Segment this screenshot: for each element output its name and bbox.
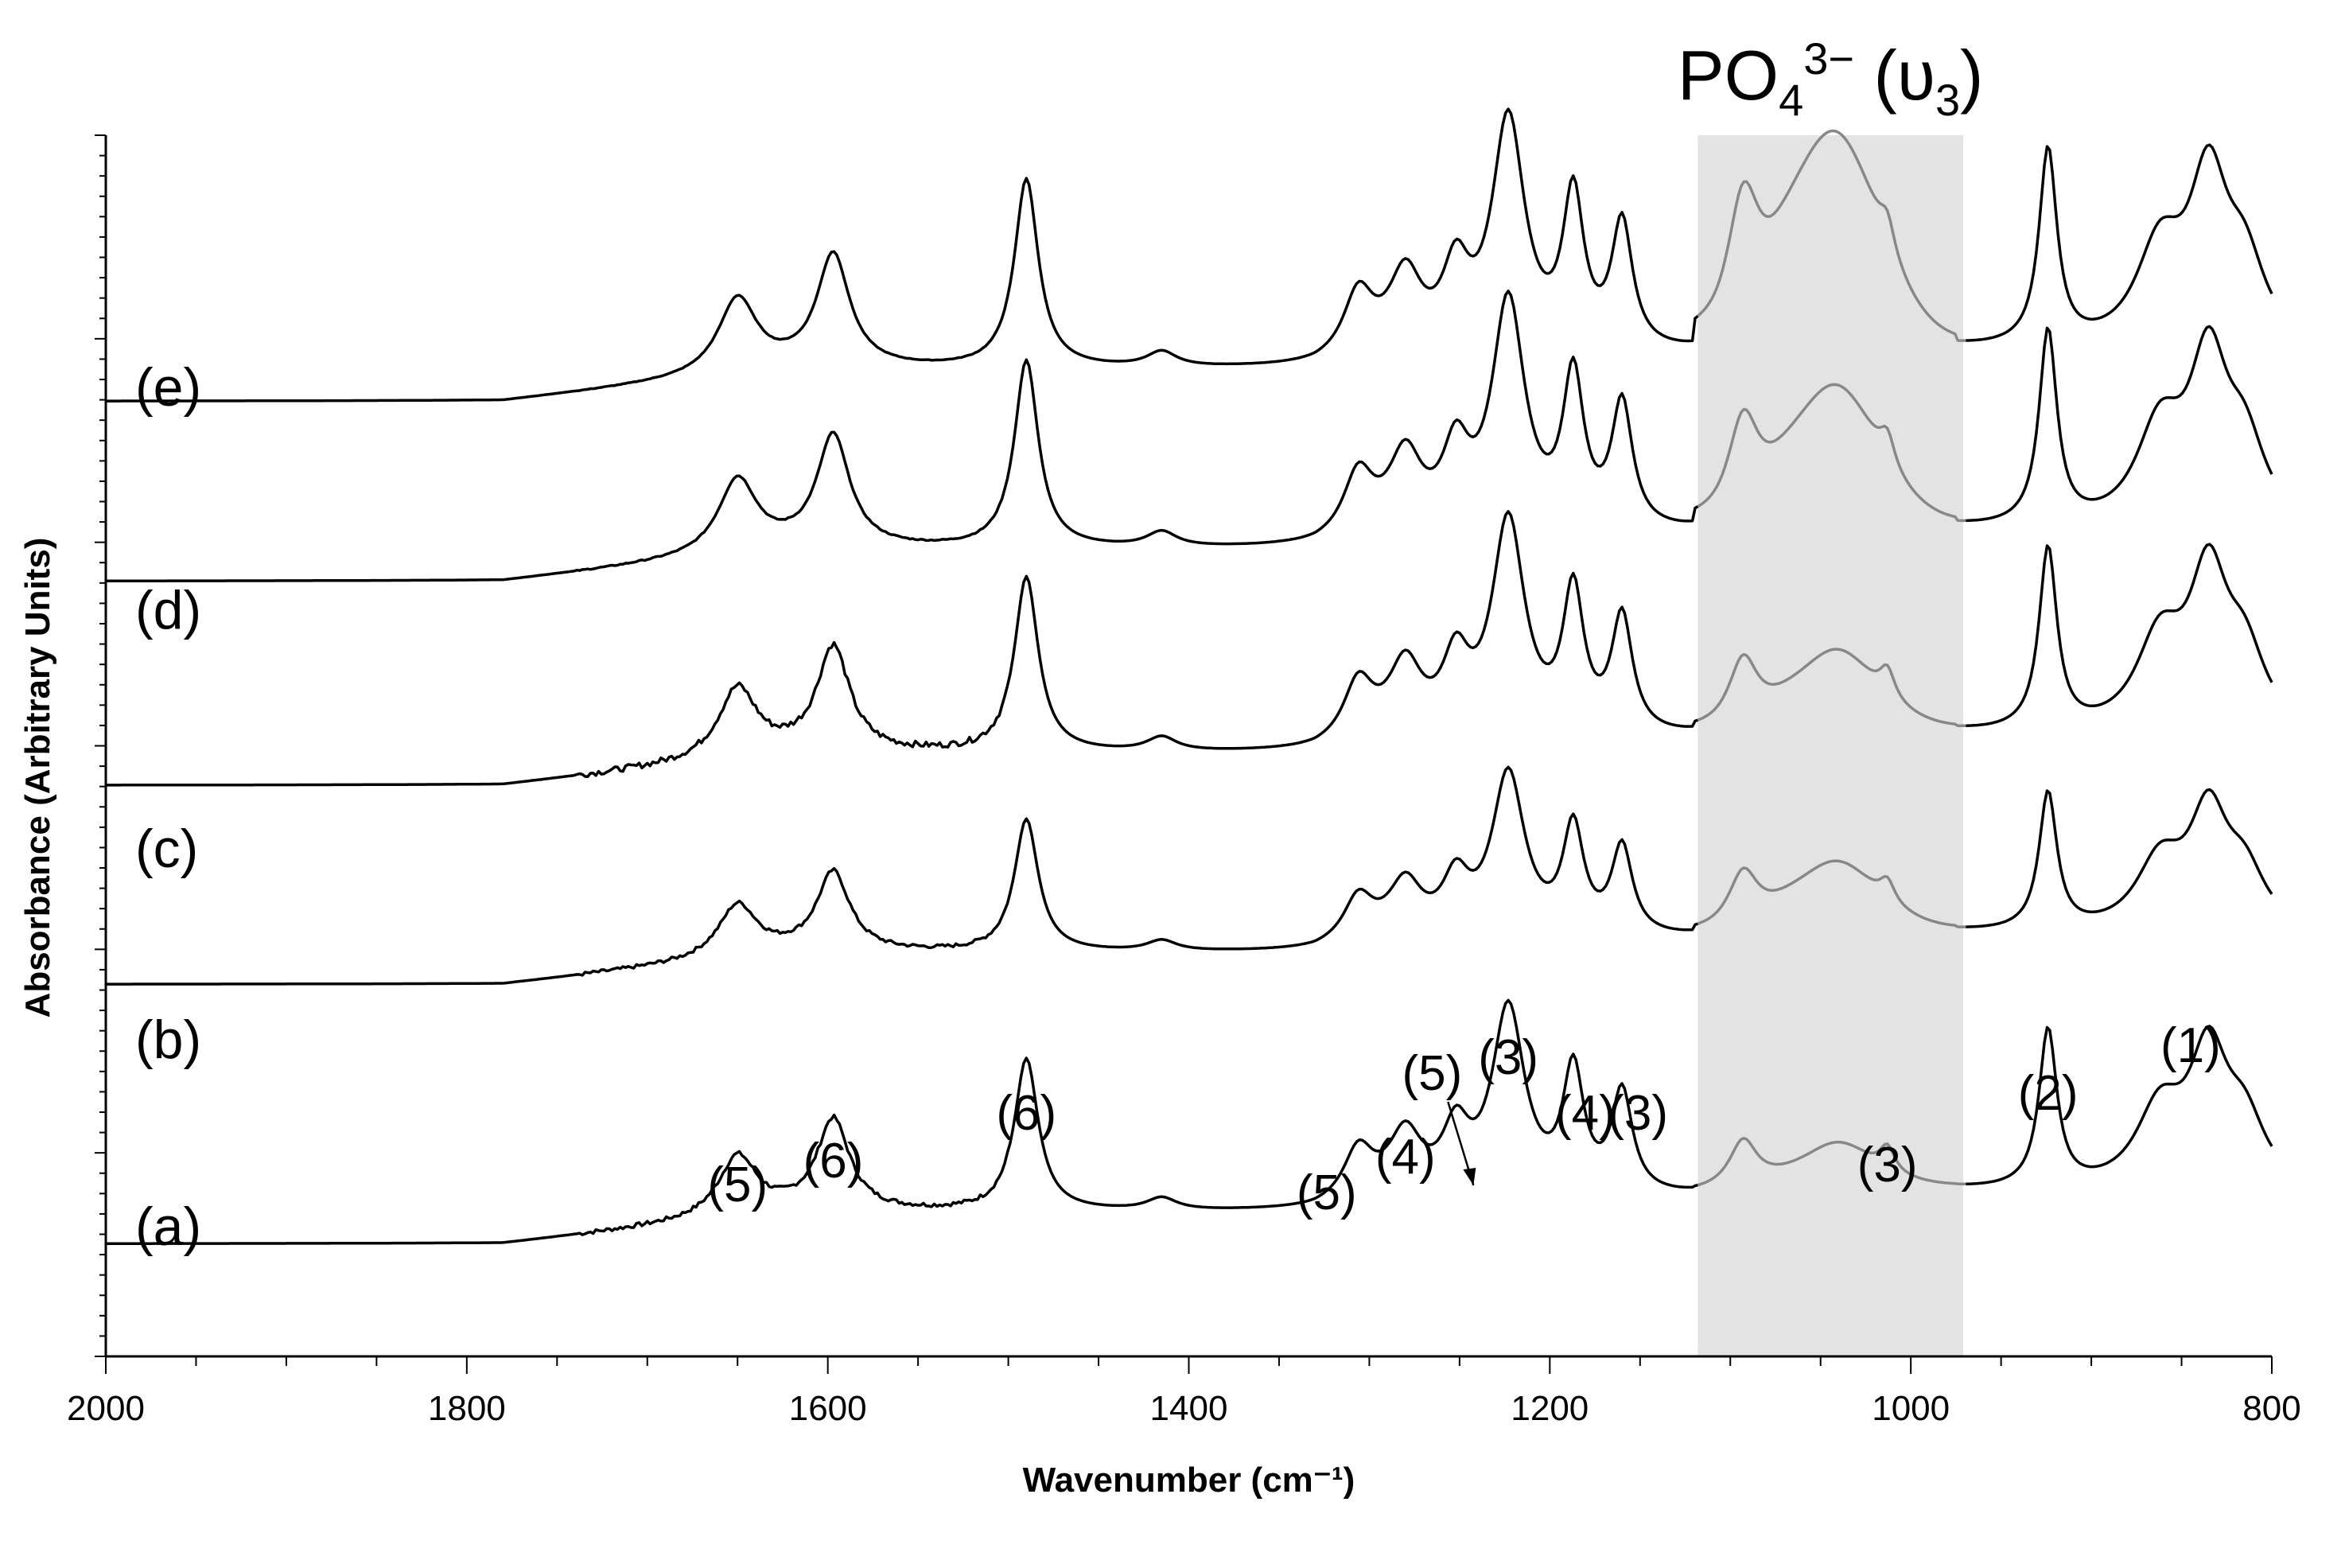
peak-label: (3) <box>1857 1138 1918 1193</box>
trace-(c)-tail <box>1966 543 2273 727</box>
x-ticks: 2000 1800 1600 1400 1200 1000 800 <box>67 1356 2301 1428</box>
trace-(c)-band <box>1697 648 1966 727</box>
y-ticks <box>95 134 106 1357</box>
spectra-traces <box>106 107 2273 1245</box>
trace-(d)-band <box>1697 383 1966 523</box>
x-axis-title: Wavenumber (cm⁻¹) <box>1023 1461 1355 1500</box>
trace-(e)-tail <box>1966 143 2273 342</box>
trace-(a)-tail <box>1966 1025 2273 1185</box>
peak-label: (4) <box>1555 1086 1616 1141</box>
po4-band-title: PO43− (υ3) <box>1678 33 1984 125</box>
trace-(e)-band <box>1697 129 1966 342</box>
peak-arrow <box>1447 1101 1476 1186</box>
peak-label: (4) <box>1375 1130 1436 1185</box>
peak-annotations: (5) (6)(6)(5)(4)(5) (3)(4)(3)(3)(2)(1) <box>707 1018 2220 1220</box>
peak-label: (5) <box>707 1158 768 1212</box>
trace-(b)-main <box>106 765 1698 986</box>
x-tick-label: 1600 <box>789 1389 867 1428</box>
trace-label: (b) <box>135 1010 201 1070</box>
peak-label: (5) <box>1297 1165 1357 1220</box>
x-tick-label: 1000 <box>1872 1389 1950 1428</box>
trace-(d)-tail <box>1966 325 2273 523</box>
po4-band-highlight <box>1698 135 1963 1356</box>
y-axis-title: Absorbance (Arbitrary Units) <box>18 538 57 1018</box>
trace-(b)-tail <box>1966 788 2273 928</box>
trace-label: (c) <box>135 819 198 879</box>
peak-label: (1) <box>2160 1018 2221 1073</box>
trace-label: (d) <box>135 580 201 640</box>
x-tick-label: 1400 <box>1150 1389 1228 1428</box>
peak-label: (6) <box>996 1086 1056 1141</box>
peak-label: (5) <box>1402 1046 1462 1101</box>
x-tick-label: 1200 <box>1511 1389 1589 1428</box>
trace-(b)-band <box>1697 859 1966 928</box>
trace-label: (a) <box>135 1196 201 1257</box>
x-tick-label: 2000 <box>67 1389 145 1428</box>
peak-label: (2) <box>2018 1066 2079 1121</box>
x-tick-label: 1800 <box>428 1389 506 1428</box>
arrow-head <box>1463 1168 1476 1185</box>
peak-label: (3) <box>1478 1030 1538 1085</box>
trace-(a)-main <box>106 998 1698 1245</box>
peak-label: (3) <box>1608 1086 1668 1141</box>
peak-label: (6) <box>803 1134 864 1189</box>
trace-(d)-main <box>106 290 1699 582</box>
trace-(e)-main <box>106 107 1699 403</box>
trace-labels: (e) (d) (c) (b) (a) <box>135 357 201 1257</box>
trace-label: (e) <box>135 357 201 418</box>
trace-(a)-band <box>1697 1136 1966 1187</box>
trace-(c)-main <box>106 510 1698 787</box>
x-tick-label: 800 <box>2242 1389 2300 1428</box>
